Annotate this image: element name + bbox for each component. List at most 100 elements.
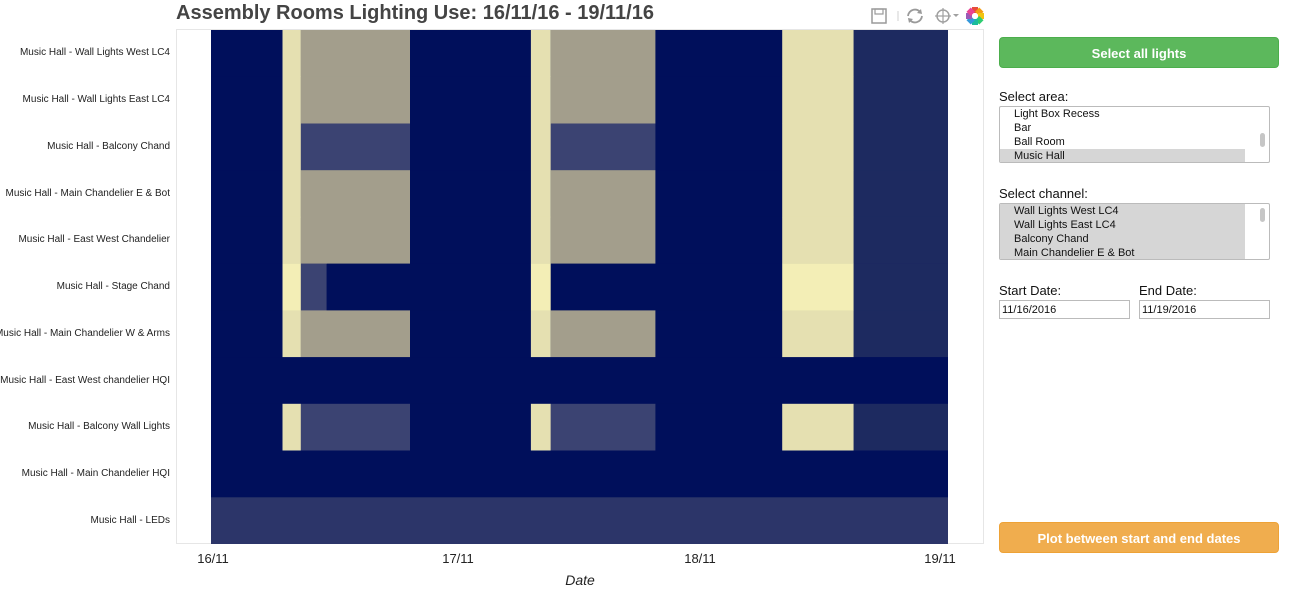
heatmap-cell[interactable]	[853, 216, 948, 264]
heatmap-cell[interactable]	[410, 170, 531, 218]
heatmap-cell[interactable]	[410, 310, 531, 358]
y-tick-label: Music Hall - Balcony Chand	[47, 140, 170, 152]
heatmap-cell[interactable]	[282, 263, 301, 311]
heatmap-cell[interactable]	[853, 310, 948, 358]
heatmap-cell[interactable]	[300, 170, 410, 218]
channel-scrollbar[interactable]	[1260, 208, 1265, 222]
channel-option-selected[interactable]: Wall Lights West LC4	[1000, 204, 1245, 218]
heatmap-cell[interactable]	[550, 170, 656, 218]
heatmap-cell[interactable]	[655, 310, 783, 358]
save-icon[interactable]	[870, 5, 888, 27]
end-date-label: End Date:	[1139, 283, 1197, 298]
area-option[interactable]: Bar	[1014, 122, 1032, 134]
heatmap-cell[interactable]	[853, 263, 948, 311]
heatmap-cell[interactable]	[853, 30, 948, 77]
heatmap-cell[interactable]	[530, 403, 551, 451]
heatmap-cell[interactable]	[410, 216, 531, 264]
heatmap-cell[interactable]	[550, 403, 656, 451]
heatmap-cell[interactable]	[530, 310, 551, 358]
start-date-input[interactable]	[999, 300, 1130, 319]
heatmap-cell[interactable]	[782, 170, 854, 218]
heatmap-cell[interactable]	[211, 170, 283, 218]
heatmap-cell[interactable]	[782, 216, 854, 264]
heatmap-cell[interactable]	[655, 76, 783, 124]
heatmap-cell[interactable]	[300, 216, 410, 264]
area-option-selected[interactable]: Music Hall	[1000, 149, 1245, 162]
channel-multiselect[interactable]: Wall Lights West LC4 Wall Lights East LC…	[999, 203, 1270, 260]
reset-icon[interactable]	[904, 5, 926, 27]
heatmap-cell[interactable]	[782, 76, 854, 124]
bokeh-logo-icon[interactable]	[964, 5, 986, 27]
heatmap-cell[interactable]	[550, 123, 656, 171]
heatmap-cell[interactable]	[530, 170, 551, 218]
heatmap-cell[interactable]	[550, 30, 656, 77]
heatmap-cell[interactable]	[211, 450, 948, 498]
area-multiselect[interactable]: Light Box Recess Bar Ball Room Music Hal…	[999, 106, 1270, 163]
select-all-lights-button[interactable]: Select all lights	[999, 37, 1279, 68]
heatmap-cell[interactable]	[282, 76, 301, 124]
heatmap-cell[interactable]	[300, 30, 351, 77]
heatmap-cell[interactable]	[655, 216, 783, 264]
heatmap-cell[interactable]	[782, 263, 854, 311]
heatmap-cell[interactable]	[782, 30, 854, 77]
heatmap-cell[interactable]	[782, 310, 854, 358]
heatmap-cell[interactable]	[211, 216, 283, 264]
area-option[interactable]: Ball Room	[1014, 136, 1065, 148]
heatmap-cell[interactable]	[300, 123, 410, 171]
heatmap-cell[interactable]	[530, 263, 551, 311]
heatmap-cell[interactable]	[410, 403, 531, 451]
heatmap-cell[interactable]	[655, 170, 783, 218]
heatmap-cell[interactable]	[530, 30, 551, 77]
heatmap-cell[interactable]	[530, 216, 551, 264]
heatmap-cell[interactable]	[326, 263, 531, 311]
heatmap-cell[interactable]	[550, 263, 783, 311]
channel-option-selected[interactable]: Wall Lights East LC4	[1000, 218, 1245, 232]
heatmap-cell[interactable]	[211, 76, 283, 124]
heatmap-cell[interactable]	[300, 403, 410, 451]
heatmap-cell[interactable]	[782, 403, 854, 451]
heatmap-cell[interactable]	[211, 403, 283, 451]
heatmap-cell[interactable]	[282, 30, 301, 77]
heatmap-cell[interactable]	[211, 123, 283, 171]
heatmap-cell[interactable]	[300, 310, 410, 358]
heatmap-cell[interactable]	[550, 76, 656, 124]
heatmap-cell[interactable]	[530, 76, 551, 124]
heatmap-cell[interactable]	[211, 263, 283, 311]
heatmap-cell[interactable]	[282, 170, 301, 218]
heatmap-cell[interactable]	[530, 123, 551, 171]
heatmap-cell[interactable]	[410, 30, 531, 77]
heatmap-cell[interactable]	[853, 170, 948, 218]
heatmap-cell[interactable]	[300, 76, 410, 124]
heatmap-cell[interactable]	[282, 310, 301, 358]
crosshair-icon[interactable]	[934, 5, 960, 27]
area-option[interactable]: Light Box Recess	[1014, 108, 1100, 120]
y-tick-label: Music Hall - Main Chandelier E & Bot	[5, 187, 170, 199]
heatmap-cell[interactable]	[211, 30, 283, 77]
heatmap-cell[interactable]	[410, 123, 531, 171]
heatmap-cell[interactable]	[853, 123, 948, 171]
heatmap-cell[interactable]	[410, 76, 531, 124]
heatmap-cell[interactable]	[282, 403, 301, 451]
plot-dates-button[interactable]: Plot between start and end dates	[999, 522, 1279, 553]
end-date-input[interactable]	[1139, 300, 1270, 319]
channel-option-selected[interactable]: Main Chandelier E & Bot	[1000, 246, 1245, 259]
heatmap-cell[interactable]	[300, 263, 327, 311]
heatmap-cell[interactable]	[655, 30, 783, 77]
heatmap-cell[interactable]	[351, 30, 410, 77]
heatmap-cell[interactable]	[282, 216, 301, 264]
channel-option-selected[interactable]: Balcony Chand	[1000, 232, 1245, 246]
heatmap-cell[interactable]	[282, 123, 301, 171]
y-tick-label: Music Hall - Wall Lights East LC4	[22, 94, 170, 106]
area-scrollbar[interactable]	[1260, 133, 1265, 147]
heatmap-cell[interactable]	[853, 76, 948, 124]
heatmap-cell[interactable]	[211, 497, 948, 544]
heatmap-cell[interactable]	[211, 357, 948, 405]
heatmap-cell[interactable]	[211, 310, 283, 358]
heatmap-cell[interactable]	[853, 403, 948, 451]
heatmap-cell[interactable]	[550, 216, 656, 264]
heatmap[interactable]	[211, 30, 948, 544]
heatmap-cell[interactable]	[782, 123, 854, 171]
heatmap-cell[interactable]	[655, 403, 783, 451]
heatmap-cell[interactable]	[655, 123, 783, 171]
heatmap-cell[interactable]	[550, 310, 656, 358]
